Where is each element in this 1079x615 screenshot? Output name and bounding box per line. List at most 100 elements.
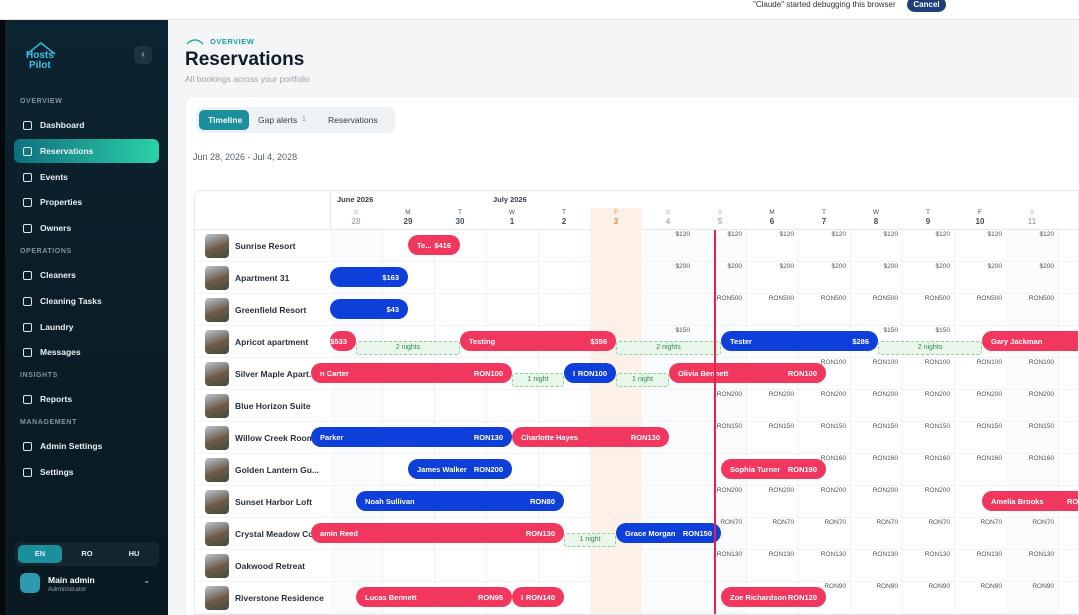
booking[interactable]: James Walker RON200 [408, 459, 512, 479]
booking[interactable]: Parker RON130 [311, 427, 512, 447]
booking[interactable]: Testing $356 [460, 331, 616, 351]
property-thumbnail [205, 362, 229, 386]
property-name[interactable]: Silver Maple Apart... [235, 369, 316, 379]
nav-item[interactable]: Admin Settings [14, 434, 159, 458]
rate: RON200 [924, 487, 950, 494]
property-name[interactable]: Riverstone Residence [235, 593, 324, 603]
row-divider [195, 549, 1078, 550]
property-name[interactable]: Apricot apartment [235, 337, 309, 347]
language-switch: EN RO HU [15, 542, 159, 566]
property-thumbnail [205, 426, 229, 450]
day-divider [850, 230, 851, 614]
booking[interactable]: I RON140 [512, 587, 564, 607]
property-name[interactable]: Oakwood Retreat [235, 561, 305, 571]
guest-name: n Carter [320, 369, 349, 378]
booking[interactable]: Noah Sullivan RON80 [356, 491, 564, 511]
property-name[interactable]: Golden Lantern Gu... [235, 465, 320, 475]
property-name[interactable]: Greenfield Resort [235, 305, 307, 315]
booking[interactable]: Lucas Bennett RON95 [356, 587, 512, 607]
cancel-button[interactable]: Cancel [907, 0, 946, 12]
nav-icon [23, 395, 32, 405]
booking[interactable]: Te... $416 [408, 235, 460, 255]
nav-item[interactable]: Properties [14, 190, 159, 214]
booking[interactable]: Grace Morgan RON150 [616, 523, 721, 543]
booking[interactable]: amin Reed RON130 [311, 523, 564, 543]
row-divider [195, 325, 1078, 326]
booking[interactable]: I RON100 [564, 363, 616, 383]
date-range[interactable]: Jun 28, 2026 - Jul 4, 2028 [193, 152, 298, 162]
gap-alert[interactable]: 1 night [616, 373, 669, 387]
booking[interactable]: $43 [330, 299, 408, 319]
booking-amount: $533 [330, 337, 347, 346]
property-name[interactable]: Sunset Harbor Loft [235, 497, 312, 507]
booking[interactable]: Gary Jackman [982, 331, 1078, 351]
rate: RON500 [820, 295, 846, 302]
weekday: M [769, 209, 775, 216]
gap-alert[interactable]: 1 night [564, 533, 616, 547]
booking[interactable]: Charlotte Hayes RON130 [512, 427, 669, 447]
property-name[interactable]: Willow Creek Room [235, 433, 315, 443]
property-name[interactable]: Sunrise Resort [235, 241, 296, 251]
weekday: S [1029, 209, 1035, 216]
booking[interactable]: Olivia Bennett RON100 [669, 363, 826, 383]
property-name[interactable]: Apartment 31 [235, 273, 290, 283]
nav-item[interactable]: Dashboard [14, 113, 159, 137]
rate: RON100 [976, 359, 1002, 366]
rate: RON200 [924, 391, 950, 398]
property-thumbnail [205, 522, 229, 546]
nav-item[interactable]: Messages [14, 340, 159, 364]
nav-item[interactable]: Reservations [14, 138, 159, 163]
user-menu[interactable]: Main admin Administrator ⌄ [15, 570, 159, 602]
gap-alert[interactable]: 1 night [512, 373, 564, 387]
gap-alert[interactable]: 2 nights [356, 341, 460, 355]
booking[interactable]: $533 [330, 331, 356, 351]
gap-alert[interactable]: 2 nights [616, 341, 721, 355]
language-option[interactable]: EN [18, 545, 62, 563]
rate: $200 [987, 263, 1002, 270]
rate: RON200 [716, 391, 742, 398]
tab[interactable]: Gap alerts 1 [251, 110, 316, 130]
language-option[interactable]: HU [128, 549, 140, 558]
logo[interactable]: Hosts Pilot [23, 40, 63, 74]
rate: $120 [935, 231, 950, 238]
rate: RON100 [924, 359, 950, 366]
nav-icon [23, 442, 32, 451]
booking[interactable]: n Carter RON100 [311, 363, 512, 383]
day-divider [954, 230, 955, 614]
rate: RON100 [872, 359, 898, 366]
rate: RON70 [928, 519, 950, 526]
booking[interactable]: Tester $286 [721, 331, 878, 351]
weekday: W [508, 209, 516, 216]
gap-alert[interactable]: 2 nights [878, 341, 982, 355]
nav-item[interactable]: Events [14, 165, 159, 189]
booking-amount: $356 [590, 337, 607, 346]
tab[interactable]: Reservations [321, 110, 391, 130]
language-option[interactable]: RO [81, 549, 93, 558]
tab[interactable]: Timeline [199, 110, 249, 130]
rate: RON130 [768, 551, 794, 558]
rate: RON160 [820, 455, 846, 462]
collapse-button[interactable]: ‹ [134, 46, 152, 64]
tab-badge: 1 [302, 116, 306, 123]
property-name[interactable]: Crystal Meadow Co... [235, 529, 321, 539]
debug-message: "Claude" started debugging this browser [753, 0, 896, 9]
nav-item[interactable]: Laundry [14, 315, 159, 339]
booking[interactable]: Zoe Richardson RON120 [721, 587, 826, 607]
booking[interactable]: $163 [330, 267, 408, 287]
booking[interactable]: Sophia Turner RON190 [721, 459, 826, 479]
nav-item[interactable]: Owners [14, 216, 159, 240]
booking-amount: $416 [434, 241, 451, 250]
nav-item[interactable]: Cleaners [14, 263, 159, 287]
nav-item[interactable]: Cleaning Tasks [14, 289, 159, 313]
row-divider [195, 421, 1078, 422]
logo-text: Hosts [26, 50, 54, 61]
booking-amount: RON130 [525, 529, 555, 538]
nav-icon [23, 198, 32, 208]
property-name[interactable]: Blue Horizon Suite [235, 401, 311, 411]
guest-name: Noah Sullivan [365, 497, 415, 506]
month-label: July 2026 [493, 195, 527, 204]
nav-item[interactable]: Settings [14, 460, 159, 484]
eyebrow: OVERVIEW [210, 37, 255, 46]
booking[interactable]: Amelia Brooks RON90 [982, 491, 1078, 511]
nav-item[interactable]: Reports [14, 387, 159, 411]
